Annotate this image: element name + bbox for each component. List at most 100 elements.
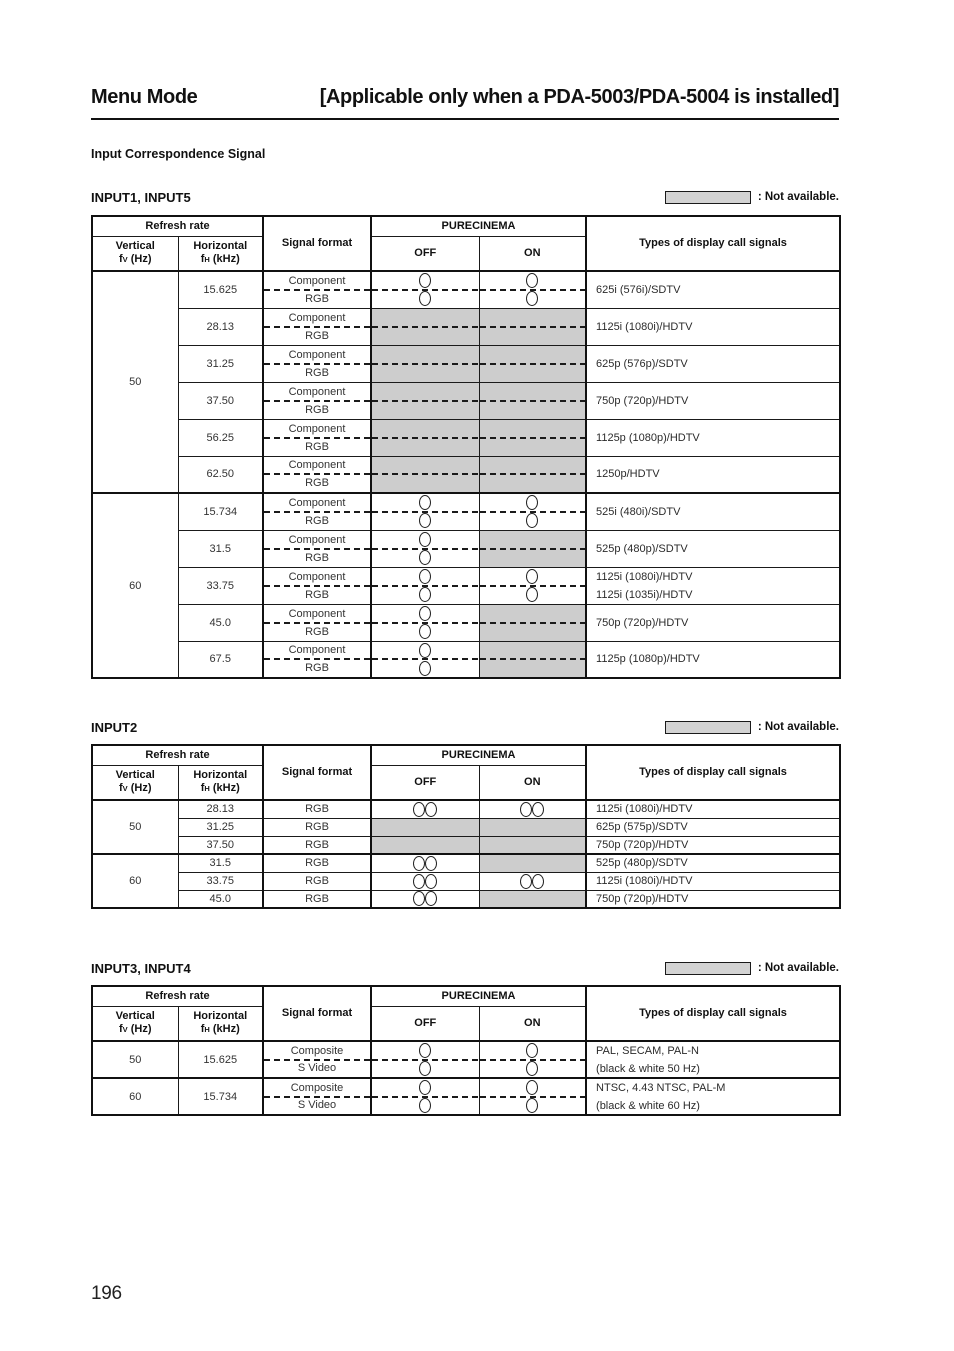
off-header: OFF	[370, 235, 480, 272]
horizontal-rate-cell: 15.625	[177, 270, 264, 309]
display-types-lines: NTSC, 4.43 NTSC, PAL-M (black & white 60 …	[587, 1079, 839, 1114]
signal-format-cell: Component RGB	[262, 307, 372, 346]
on-header: ON	[478, 764, 587, 801]
signal-format-label: Component	[288, 496, 346, 509]
display-type-label: PAL, SECAM, PAL-N	[596, 1044, 699, 1057]
available-circle-icon	[419, 606, 432, 621]
signal-format-values: Component RGB	[264, 309, 371, 345]
signal-format-cell: Component RGB	[262, 455, 372, 494]
signal-format-values: RGB	[264, 837, 370, 854]
display-types-cell: 750p (720p)/HDTV	[585, 835, 841, 855]
horizontal-rate-cell: 33.75	[177, 871, 264, 891]
purecinema-off-cell	[370, 344, 480, 383]
freq-unit-label: (kHz)	[209, 253, 240, 266]
display-types-cell: 1125i (1080i)/HDTV	[585, 307, 841, 346]
purecinema-on-cell	[478, 307, 587, 346]
purecinema-header: PURECINEMA	[370, 985, 587, 1007]
purecinema-off-cell	[370, 566, 480, 605]
display-types-cell: 1250p/HDTV	[585, 455, 841, 494]
available-circle-icon	[526, 1097, 539, 1113]
freq-unit-label: f	[200, 253, 205, 266]
vertical-rate-cell: 60	[91, 1077, 179, 1116]
refresh-rate-header: Refresh rate	[91, 985, 264, 1007]
signal-format-cell: Component RGB	[262, 529, 372, 568]
table-row: 33.75 RGB 1125i (1080i)/HDTV	[92, 871, 841, 891]
display-types-cell: 1125i (1080i)/HDTV 1125i (1035i)/HDTV	[585, 566, 841, 605]
display-types-lines: PAL, SECAM, PAL-N (black & white 50 Hz)	[587, 1042, 839, 1077]
header-divider	[91, 118, 839, 120]
not-available-cell	[479, 890, 586, 907]
display-types-cell: NTSC, 4.43 NTSC, PAL-M (black & white 60 …	[585, 1077, 841, 1116]
section-input2-header: INPUT2 : Not available.	[91, 720, 839, 735]
available-circle-icon	[526, 273, 539, 289]
purecinema-on-cell	[478, 381, 587, 420]
available-cell	[479, 494, 586, 530]
table-row: 50 15.625 Composite S Video PAL, SECAM, PAL-…	[91, 1040, 841, 1079]
horizontal-rate-cell: 37.50	[177, 381, 264, 420]
vertical-rate-cell: 50	[91, 1040, 179, 1079]
available-circle-icon	[419, 495, 432, 511]
signal-format-values: Component RGB	[264, 420, 371, 456]
signal-format-label: RGB	[305, 551, 329, 564]
available-circle-icon	[419, 569, 432, 584]
purecinema-on-cell	[478, 1040, 587, 1079]
signal-format-values: Composite S Video	[264, 1079, 371, 1114]
page-title: Menu Mode	[91, 86, 198, 108]
signal-format-cell: RGB	[262, 871, 372, 891]
freq-unit-label: (Hz)	[127, 253, 152, 266]
not-available-label: : Not available.	[757, 721, 839, 733]
horizontal-rate-cell: 31.5	[177, 529, 264, 568]
signal-format-header: Signal format	[262, 744, 372, 801]
display-types-lines: 1125i (1080i)/HDTV	[587, 309, 839, 345]
table-row: 37.50 Component RGB 750p (720p)/HDTV	[92, 381, 841, 420]
signal-format-label: RGB	[305, 821, 329, 833]
not-available-cell	[479, 836, 586, 853]
signal-format-label: RGB	[305, 588, 329, 601]
purecinema-off-cell	[370, 817, 480, 837]
signal-format-label: Composite	[290, 1044, 344, 1057]
types-header: Types of display call signals	[585, 215, 841, 272]
signal-format-values: Composite S Video	[264, 1042, 371, 1077]
signal-format-values: RGB	[264, 873, 370, 890]
not-available-cell	[372, 818, 479, 836]
purecinema-on-cell	[478, 640, 587, 679]
table-row: 56.25 Component RGB 1125p (1080p)/HDTV	[92, 418, 841, 457]
not-available-cell	[479, 308, 586, 345]
horizontal-rate-cell: 15.625	[177, 1040, 264, 1079]
horizontal-freq-label: fH (kHz)	[179, 253, 263, 266]
display-types-cell: 625p (575p)/SDTV	[585, 817, 841, 837]
freq-subscript: V	[122, 1025, 128, 1035]
signal-format-values: RGB	[264, 855, 370, 872]
signal-format-values: RGB	[264, 801, 370, 818]
signal-format-label: RGB	[305, 857, 329, 870]
signal-format-label: S Video	[297, 1062, 337, 1075]
not-available-legend: : Not available.	[664, 961, 839, 975]
input1-input5-table: Refresh rate Signal format PURECINEMA Types…	[91, 215, 842, 679]
table-row: 33.75 Component RGB 1125i (1080i)/HDTV 1125i…	[92, 566, 841, 605]
signal-format-cell: Component RGB	[262, 603, 372, 642]
horizontal-rate-cell: 56.25	[177, 418, 264, 457]
vertical-header: Vertical fV (Hz)	[91, 1005, 179, 1042]
section-title-input3: INPUT3, INPUT4	[91, 960, 191, 976]
purecinema-off-cell	[370, 455, 480, 494]
vertical-freq-label: fV (Hz)	[93, 1023, 178, 1036]
display-types-lines: 525p (480p)/SDTV	[587, 531, 839, 567]
display-types-cell: 525p (480p)/SDTV	[585, 853, 841, 873]
display-types-lines: 750p (720p)/HDTV	[587, 383, 839, 419]
display-types-lines: 750p (720p)/HDTV	[587, 891, 839, 908]
horizontal-rate-cell: 31.25	[177, 344, 264, 383]
vertical-header: Vertical fV (Hz)	[91, 764, 179, 801]
not-available-cell	[479, 419, 586, 456]
purecinema-off-cell	[370, 492, 480, 531]
horizontal-rate-cell: 33.75	[177, 566, 264, 605]
signal-format-values: Component RGB	[264, 568, 371, 604]
signal-format-label: RGB	[305, 403, 329, 416]
display-types-lines: 525i (480i)/SDTV	[587, 494, 839, 530]
display-types-cell: 1125p (1080p)/HDTV	[585, 418, 841, 457]
signal-format-label: Component	[288, 311, 346, 324]
display-types-cell: 525p (480p)/SDTV	[585, 529, 841, 568]
signal-table: Refresh rate Signal format PURECINEMA Types…	[91, 985, 842, 1116]
purecinema-off-cell	[370, 1077, 480, 1116]
horizontal-label: Horizontal	[193, 1010, 248, 1023]
not-available-cell	[479, 382, 586, 419]
